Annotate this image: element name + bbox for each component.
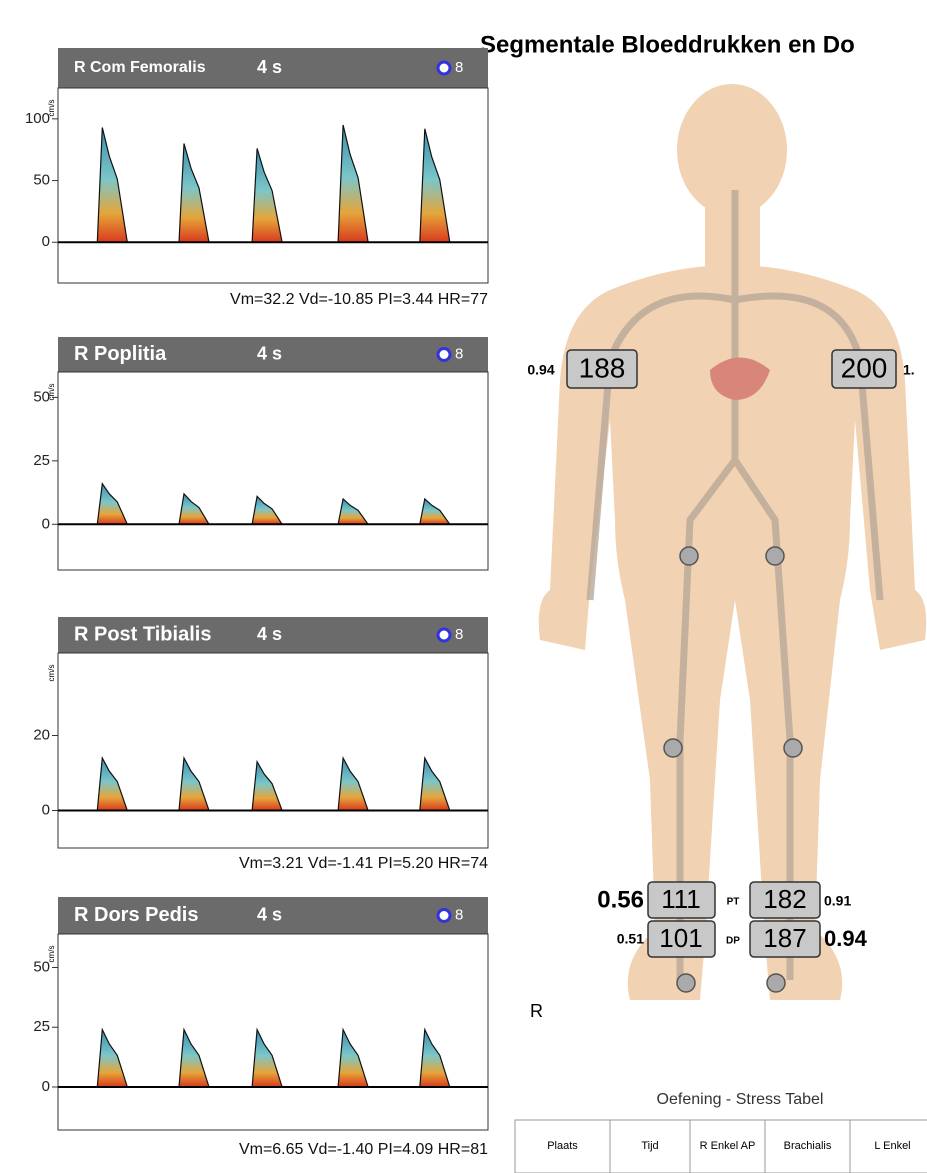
table-header: Brachialis [784,1140,832,1152]
y-tick-label: 25 [33,452,50,469]
index: 0.94 [527,362,554,378]
table-header-cell [609,1119,691,1173]
panel-title: R Post Tibialis [74,623,211,645]
probe-icon [436,908,452,923]
y-tick-label: 25 [33,1018,50,1035]
table-header-cell [689,1119,766,1173]
panel-header [58,337,488,372]
pressure: 187 [763,923,806,953]
table-caption: Oefening - Stress Tabel [657,1091,824,1108]
duration: 4 s [257,57,282,77]
panel-title: R Com Femoralis [74,59,206,76]
stats: Vm=3.21 Vd=-1.41 PI=5.20 HR=74 [239,855,488,872]
report-title: Segmentale Bloeddrukken en Do [480,31,855,58]
index: 0.56 [597,886,644,913]
table-header: Tijd [641,1140,658,1152]
probe: 8 [455,345,463,362]
probe: 8 [455,626,463,643]
pressure: 188 [579,352,626,383]
plot-area [57,652,489,849]
stress-table: Plaats Tijd R Enkel AP Brachialis L Enkel [514,1119,927,1173]
table-header: Plaats [547,1140,578,1152]
pressure: 200 [841,352,888,383]
y-tick-label: 50 [33,388,50,405]
table-header: L Enkel [874,1140,910,1152]
y-tick-label: 20 [33,726,50,743]
pressure: 182 [763,884,806,914]
y-tick-label: 50 [33,172,50,189]
stats: Vm=6.65 Vd=-1.40 PI=4.09 HR=81 [239,1141,488,1158]
body-figure [538,84,927,1000]
pressure-boxes [566,349,897,958]
stats: Vm=32.2 Vd=-10.85 PI=3.44 HR=77 [230,291,488,308]
probe-icon [436,627,452,643]
probe-icon [436,347,452,362]
probe-icon [436,60,452,76]
measure-points [663,546,803,993]
panel-title: R Poplitia [74,343,167,365]
y-tick-label: 50 [33,958,50,975]
side-label: R [530,1001,543,1021]
pressure: 111 [661,884,701,914]
duration: 4 s [257,904,282,924]
panel-header [58,48,488,88]
duration: 4 s [257,624,282,644]
plot-area [57,87,489,284]
heart [710,357,770,400]
y-tick-label: 0 [42,801,50,818]
panel-title: R Dors Pedis [74,904,198,926]
plot-area [57,371,489,571]
index: 0.91 [824,893,851,909]
table-header: R Enkel AP [700,1140,756,1152]
index: 0.51 [617,931,644,947]
duration: 4 s [257,343,282,363]
probe: 8 [455,59,463,76]
table-header-cell [514,1119,611,1173]
table-header-cell [849,1119,927,1173]
site-label: PT [727,897,740,908]
pressure-labels: 0.94 188 200 1. 0.56 111 PT 182 0.91 0.5… [527,352,914,952]
y-unit: cm/s [47,384,56,401]
site-label: DP [726,936,740,947]
y-tick-label: 0 [42,515,50,532]
index: 1. [903,362,915,378]
pressure: 101 [659,923,702,953]
y-tick-label: 0 [42,1078,50,1095]
y-unit: cm/s [47,946,56,963]
y-tick-label: 0 [42,233,50,250]
probe: 8 [455,906,463,923]
panel-header [58,617,488,653]
index: 0.94 [824,926,868,951]
plot-area [57,933,489,1131]
y-unit: cm/s [47,100,56,117]
panel-header [58,897,488,934]
y-tick-label: 100 [25,110,50,127]
y-unit: cm/s [47,665,56,682]
table-header-cell [764,1119,851,1173]
